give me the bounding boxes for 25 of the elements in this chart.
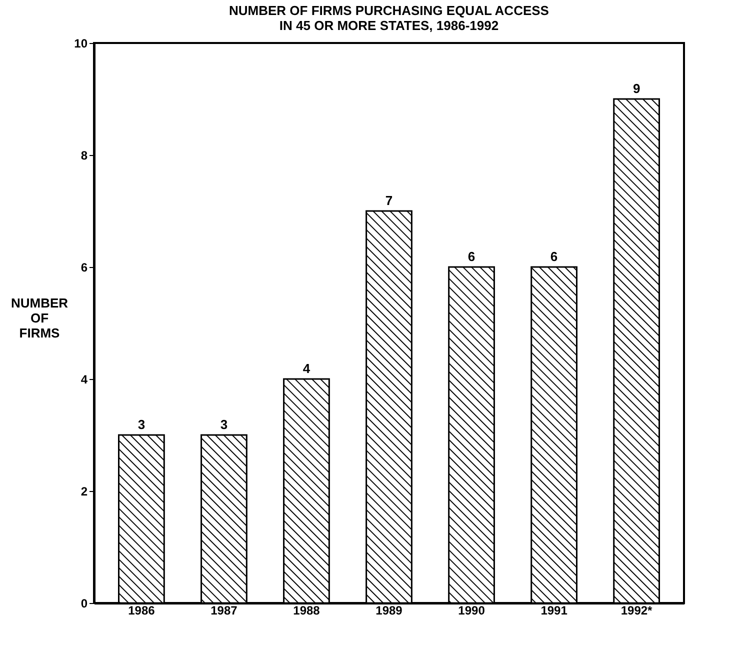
y-tick-label: 8 — [80, 148, 88, 162]
x-tick-label: 1986 — [128, 604, 156, 618]
data-label: 6 — [468, 249, 476, 264]
y-tick-label: 0 — [80, 596, 88, 610]
text: OF — [30, 310, 49, 326]
y-tick-label: 6 — [80, 260, 88, 274]
x-tick-label: 1991 — [540, 604, 568, 618]
data-label: 4 — [302, 361, 311, 376]
data-label: 3 — [220, 417, 228, 432]
x-tick-label: 1988 — [293, 604, 320, 618]
data-label: 7 — [385, 193, 393, 208]
text: NUMBER OF FIRMS PURCHASING EQUAL ACCESS — [229, 3, 549, 18]
text: FIRMS — [19, 326, 60, 340]
data-label: 9 — [632, 81, 640, 96]
text: NUMBER — [10, 296, 68, 310]
data-label: 6 — [550, 249, 558, 264]
y-tick-label: 4 — [80, 372, 88, 386]
x-tick-label: 1992* — [620, 604, 653, 618]
text: IN 45 OR MORE STATES, 1986-1992 — [279, 18, 499, 33]
x-tick-label: 1990 — [458, 604, 486, 618]
x-tick-label: 1987 — [210, 604, 238, 618]
data-label: 3 — [138, 417, 146, 432]
y-tick-label: 10 — [74, 36, 88, 50]
x-tick-label: 1989 — [376, 604, 403, 618]
y-tick-label: 2 — [80, 484, 88, 498]
